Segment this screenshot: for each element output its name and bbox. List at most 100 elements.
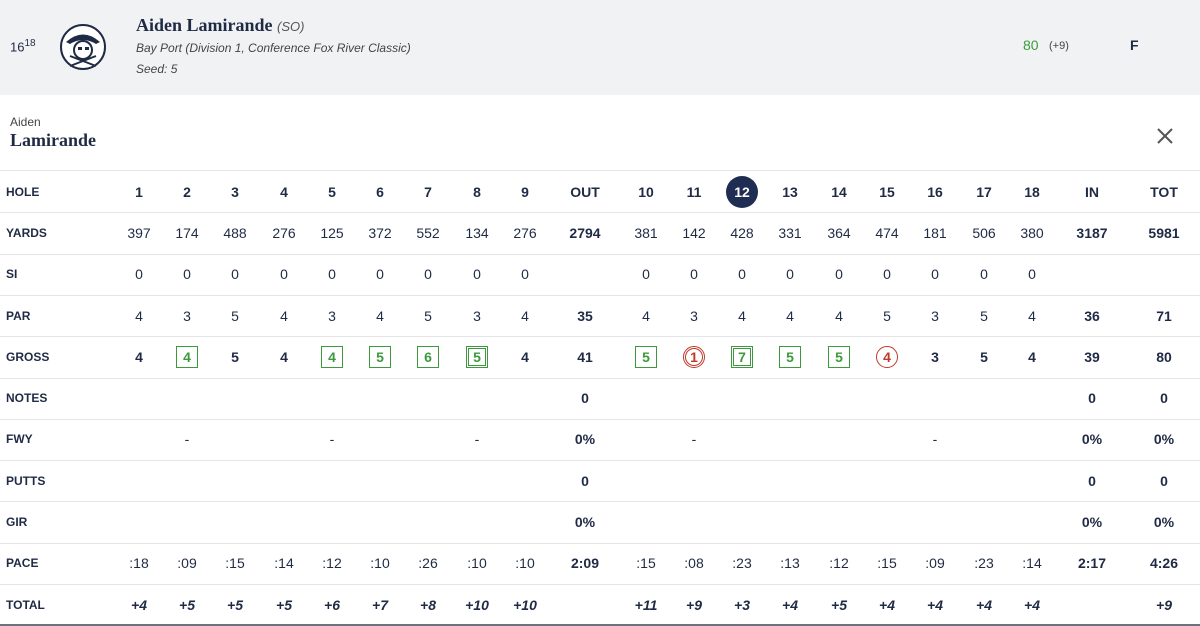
score-cell: +4	[131, 596, 147, 613]
score-cell: 4	[642, 307, 650, 324]
score-cell: +9	[1156, 596, 1172, 613]
rank-value: 16	[10, 39, 25, 55]
score-cell: +3	[734, 596, 750, 613]
rank: 1618	[10, 38, 36, 54]
score-cell: 397	[127, 224, 151, 241]
score-cell: -	[184, 431, 190, 448]
score-cell: 174	[175, 224, 199, 241]
score-cell: +6	[324, 596, 340, 613]
column-header: 10	[638, 183, 654, 200]
column-header: 4	[280, 183, 288, 200]
score-cell: 5	[765, 345, 815, 368]
score-cell: 0	[183, 266, 191, 283]
column-header: 1	[135, 183, 143, 200]
row-label: SI	[6, 267, 18, 282]
row-divider	[0, 418, 1200, 420]
row-divider	[0, 253, 1200, 255]
score-cell: :12	[322, 555, 342, 572]
name[interactable]: Aiden Lamirande	[136, 15, 273, 35]
score-cell: 3	[931, 307, 939, 324]
score-cell: 5	[621, 345, 671, 368]
score-cell: :26	[418, 555, 438, 572]
score-cell: 488	[223, 224, 247, 241]
score-cell: 0	[581, 472, 589, 489]
score-cell: 2794	[569, 224, 601, 241]
column-header: 8	[473, 183, 481, 200]
score-cell: 4	[135, 348, 143, 365]
player-name[interactable]: Aiden Lamirande (SO)	[136, 15, 304, 36]
score-cell: 0	[786, 266, 794, 283]
player-header: 1618 Aiden Lamirande (SO) Bay Port (Divi…	[0, 0, 1200, 95]
score-mark: 5	[369, 345, 391, 368]
score-cell: 80	[1156, 348, 1172, 365]
score-cell: :10	[515, 555, 535, 572]
score-cell: 71	[1156, 307, 1172, 324]
score-cell: 41	[577, 348, 593, 365]
column-header: 14	[831, 183, 847, 200]
score-cell: 0	[231, 266, 239, 283]
close-button[interactable]	[1156, 127, 1174, 145]
score-cell: 5	[883, 307, 891, 324]
score-cell: :15	[225, 555, 245, 572]
score-cell: 0	[1028, 266, 1036, 283]
class-year: (SO)	[277, 19, 305, 34]
status: F	[1130, 37, 1139, 53]
score-cell: 3	[473, 307, 481, 324]
score-cell: +7	[372, 596, 388, 613]
score-cell: :15	[877, 555, 897, 572]
column-header: 3	[231, 183, 239, 200]
score-cell: +4	[782, 596, 798, 613]
score-cell: :23	[732, 555, 752, 572]
score-cell: :08	[684, 555, 704, 572]
score-cell: :13	[780, 555, 800, 572]
score-cell: +4	[879, 596, 895, 613]
column-header: 17	[976, 183, 992, 200]
to-par: (+9)	[1049, 40, 1069, 52]
bottom-border	[0, 624, 1200, 626]
score-cell: 0%	[1153, 514, 1175, 531]
score: 80	[1023, 37, 1039, 53]
score-cell: 2:17	[1077, 555, 1107, 572]
row-label: NOTES	[6, 391, 48, 406]
score-cell: 0	[738, 266, 746, 283]
score-cell: 5	[980, 348, 988, 365]
row-divider	[0, 460, 1200, 462]
score-cell: 0	[883, 266, 891, 283]
row-divider	[0, 294, 1200, 296]
score-cell: 380	[1020, 224, 1044, 241]
score-cell: +11	[634, 596, 658, 613]
score-cell: -	[329, 431, 335, 448]
score-cell: 0	[835, 266, 843, 283]
score-cell: 0%	[1153, 431, 1175, 448]
score-mark: 5	[466, 345, 488, 368]
score-cell: +5	[179, 596, 195, 613]
score-cell: 0	[980, 266, 988, 283]
column-header: 9	[521, 183, 529, 200]
column-header: 13	[782, 183, 798, 200]
score-cell: 35	[577, 307, 593, 324]
score-cell: 3	[690, 307, 698, 324]
score-mark: 4	[321, 345, 343, 368]
score-cell: 428	[730, 224, 754, 241]
score-cell: 5	[980, 307, 988, 324]
score-cell: 0	[1088, 472, 1096, 489]
score-cell: +5	[227, 596, 243, 613]
score-cell: +4	[1024, 596, 1040, 613]
score-mark: 4	[876, 345, 898, 368]
score-cell: 4:26	[1149, 555, 1179, 572]
score-cell: 0	[135, 266, 143, 283]
score-cell: +4	[927, 596, 943, 613]
score-cell: 4	[307, 345, 357, 368]
score-cell: 5	[814, 345, 864, 368]
score-cell: 6	[403, 345, 453, 368]
score-cell: 4	[786, 307, 794, 324]
score-cell: 4	[521, 348, 529, 365]
column-header: TOT	[1150, 183, 1178, 200]
column-header: 7	[424, 183, 432, 200]
score-cell: 5	[231, 307, 239, 324]
score-cell: 125	[320, 224, 344, 241]
school: Bay Port (Division 1, Conference Fox Riv…	[136, 41, 411, 55]
score-cell: 4	[862, 345, 912, 368]
score-cell: 3	[931, 348, 939, 365]
score-cell: 3	[183, 307, 191, 324]
